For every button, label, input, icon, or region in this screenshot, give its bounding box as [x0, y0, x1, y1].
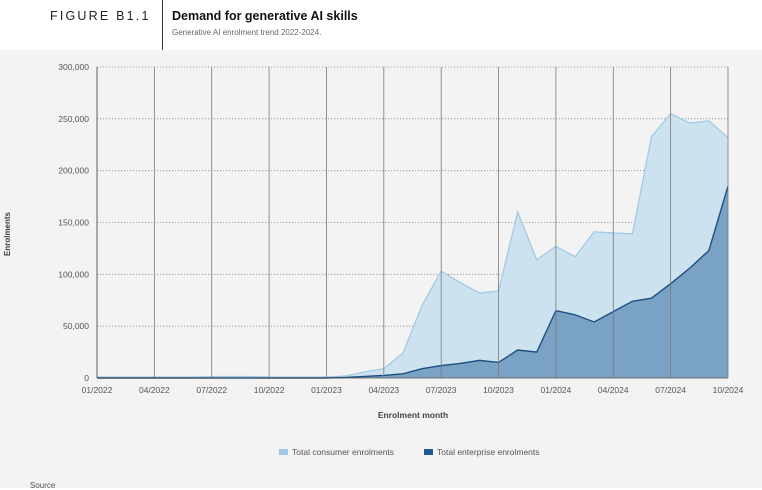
x-tick-label: 07/2022 [196, 385, 227, 395]
x-tick-label: 07/2023 [426, 385, 457, 395]
consumer-area [97, 113, 728, 379]
y-axis-title: Enrolments [3, 211, 12, 256]
x-axis-title: Enrolment month [378, 410, 448, 420]
x-tick-label: 10/2023 [483, 385, 514, 395]
y-tick-label: 250,000 [58, 114, 89, 124]
y-tick-label: 300,000 [58, 62, 89, 72]
source-label: Source [30, 481, 56, 490]
enterprise-area [97, 186, 728, 378]
x-tick-label: 04/2024 [598, 385, 629, 395]
x-tick-label: 01/2022 [82, 385, 113, 395]
chart-subtitle: Generative AI enrolment trend 2022-2024. [172, 28, 322, 37]
x-tick-label: 10/2022 [254, 385, 285, 395]
legend-label-consumer: Total consumer enrolments [292, 447, 394, 457]
legend-swatch-enterprise [424, 449, 433, 455]
x-tick-label: 04/2022 [139, 385, 170, 395]
legend-label-enterprise: Total enterprise enrolments [437, 447, 540, 457]
consumer-line [97, 112, 729, 378]
y-tick-label: 200,000 [58, 166, 89, 176]
figure-header: FIGURE B1.1 Demand for generative AI ski… [0, 0, 762, 50]
y-tick-label: 0 [84, 373, 89, 383]
x-tick-label: 10/2024 [713, 385, 744, 395]
y-tick-label: 50,000 [63, 321, 89, 331]
x-tick-label: 01/2024 [541, 385, 572, 395]
x-tick-label: 07/2024 [655, 385, 686, 395]
header-divider [162, 0, 163, 50]
legend-swatch-consumer [279, 449, 288, 455]
y-tick-label: 100,000 [58, 269, 89, 279]
x-tick-label: 04/2023 [368, 385, 399, 395]
y-tick-label: 150,000 [58, 218, 89, 228]
chart-title: Demand for generative AI skills [172, 9, 358, 23]
figure-label: FIGURE B1.1 [50, 9, 151, 23]
x-tick-label: 01/2023 [311, 385, 342, 395]
